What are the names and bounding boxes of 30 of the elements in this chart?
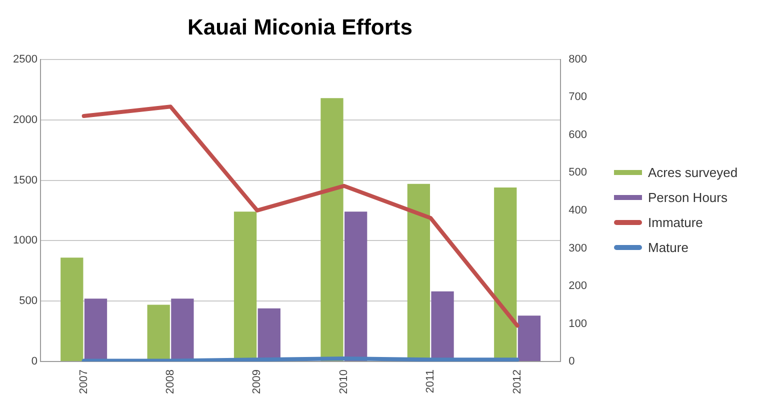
y-tick-label: 500 [19,295,38,308]
y2-tick-label: 100 [568,318,588,330]
y2-tick-label: 500 [568,166,588,179]
chart-title: Kauai Miconia Efforts [188,14,412,40]
bar [344,212,368,362]
legend-label: Person Hours [648,190,728,205]
y2-tick-label: 800 [568,53,588,66]
x-tick-label: 2010 [338,370,350,394]
y-tick-label: 0 [31,356,38,368]
y-tick-label: 2500 [12,53,38,66]
legend-label: Immature [648,215,703,230]
y-tick-label: 1500 [12,174,38,186]
y2-tick-label: 200 [568,280,588,292]
y2-tick-label: 700 [568,91,588,104]
y2-tick-label: 400 [568,204,588,216]
y2-tick-label: 600 [568,128,588,141]
bar [60,258,84,362]
x-tick-label: 2008 [164,370,177,394]
legend-label: Mature [648,240,688,255]
y2-tick-label: 0 [568,356,575,368]
legend-label: Acres surveyed [648,165,738,180]
bar [518,316,541,362]
y-tick-label: 1000 [12,234,38,247]
x-tick-label: 2011 [424,370,437,394]
x-tick-label: 2012 [511,370,524,394]
x-tick-label: 2007 [78,370,90,394]
y2-tick-label: 300 [568,242,588,254]
x-tick-label: 2009 [251,370,264,394]
y-tick-label: 2000 [12,114,38,126]
bar [320,98,344,362]
